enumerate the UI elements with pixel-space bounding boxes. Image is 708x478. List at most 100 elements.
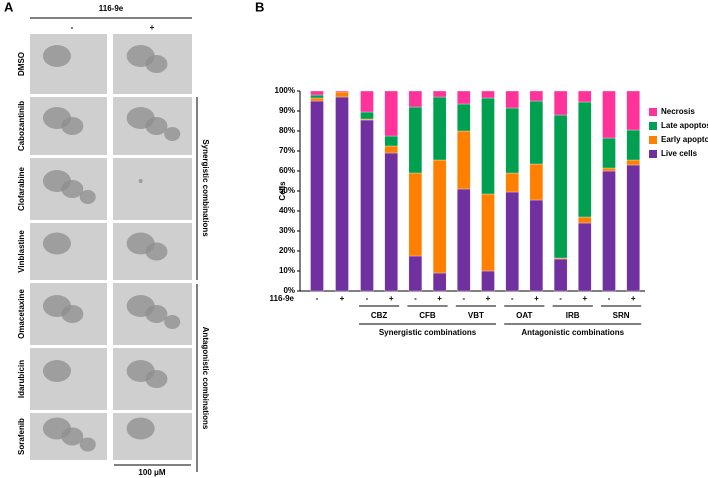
cell-cluster [126, 417, 155, 440]
bar-segment [408, 90, 423, 108]
bar-segment [602, 170, 616, 292]
row-label: Cabozantinib [17, 101, 26, 151]
group-label: IRB [566, 311, 580, 320]
bar-segment [529, 163, 544, 201]
bar-segment [505, 90, 519, 109]
legend-label: Early apoptosis [661, 135, 708, 144]
cell-cluster [61, 117, 84, 135]
bar-segment [626, 164, 640, 292]
bar-segment [408, 255, 423, 292]
bar-segment [335, 91, 349, 98]
y-tick-label: 90% [279, 106, 295, 115]
bar-segment [310, 97, 324, 102]
bar-segment [626, 90, 640, 131]
cell-cluster [79, 437, 96, 452]
bar-segment [602, 137, 616, 169]
cell-cluster [79, 190, 96, 204]
y-tick-label: 0% [283, 286, 295, 295]
legend-swatch [649, 122, 657, 130]
cell-cluster [42, 45, 71, 67]
y-axis-title: Cells [278, 181, 287, 201]
cell-cluster [145, 117, 168, 135]
cell-cluster [145, 370, 168, 388]
x-tick-label: + [486, 294, 491, 303]
column-label: + [150, 23, 155, 32]
bracket-label: Synergistic combinations [201, 139, 210, 237]
row-label: Vinblastine [17, 230, 26, 273]
cell-cluster [61, 180, 84, 198]
header: 116-9e [99, 4, 124, 13]
row-label: DMSO [17, 52, 26, 76]
bar-segment [578, 101, 592, 218]
y-tick-label: 20% [279, 246, 295, 255]
legend-swatch [649, 108, 657, 116]
micrograph [30, 348, 107, 410]
bar-segment [481, 97, 495, 195]
bar-segment [335, 96, 349, 292]
bar-segment [432, 272, 447, 292]
y-tick-label: 70% [279, 146, 295, 155]
bar-segment [553, 114, 568, 259]
bar-segment [578, 90, 592, 103]
cell-cluster [42, 232, 71, 255]
panel-label: B [255, 0, 264, 14]
bar-segment [529, 100, 544, 165]
legend-swatch [649, 136, 657, 144]
bar-segment [457, 103, 471, 132]
group-label: CFB [419, 311, 436, 320]
group-label: OAT [516, 311, 532, 320]
bar-segment [529, 90, 544, 102]
bar-segment [481, 90, 495, 99]
x-tick-label: - [414, 294, 417, 303]
x-tick-label: + [534, 294, 539, 303]
y-tick-label: 50% [279, 186, 295, 195]
micrograph [30, 34, 107, 94]
bar-segment [457, 130, 471, 190]
x-tick-label: - [511, 294, 514, 303]
bar-segment [481, 193, 495, 272]
row-label: Idarubicin [17, 360, 26, 398]
row-label: Omacetaxine [17, 289, 26, 339]
bar-segment [408, 106, 423, 174]
bar-segment [553, 90, 568, 116]
x-tick-label: + [582, 294, 587, 303]
supergroup-label: Antagonistic combinations [521, 328, 624, 337]
x-tick-label: + [340, 294, 345, 303]
group-label: VBT [468, 311, 484, 320]
x-tick-label: - [366, 294, 369, 303]
bar-segment [505, 172, 519, 193]
x-tick-label: - [316, 294, 319, 303]
bar-segment [529, 199, 544, 292]
bar-segment [384, 90, 398, 137]
column-label: - [71, 23, 74, 32]
bar-segment [384, 135, 398, 147]
x-tick-label: - [462, 294, 465, 303]
group-label: CBZ [371, 311, 388, 320]
bar-segment [384, 152, 398, 292]
cell-cluster [164, 315, 181, 329]
row-label: Sorafenib [17, 418, 26, 455]
cell-cluster [42, 360, 71, 382]
bar-segment [360, 118, 374, 121]
bar-segment [432, 90, 447, 98]
bar-segment [505, 107, 519, 174]
bar-segment [553, 258, 568, 292]
row-label: 116-9e [270, 294, 295, 303]
legend-label: Live cells [661, 149, 698, 158]
x-tick-label: + [437, 294, 442, 303]
micrograph [30, 223, 107, 280]
y-tick-label: 60% [279, 166, 295, 175]
bar-segment [360, 119, 374, 292]
cell-cluster [164, 127, 181, 141]
legend-label: Necrosis [661, 107, 695, 116]
bar-segment [457, 188, 471, 292]
bar-segment [457, 90, 471, 105]
y-tick-label: 40% [279, 206, 295, 215]
bar-segment [578, 216, 592, 224]
group-label: SRN [613, 311, 630, 320]
legend-label: Late apoptosis [661, 121, 708, 130]
y-tick-label: 30% [279, 226, 295, 235]
bar-segment [578, 222, 592, 292]
micrograph [113, 158, 192, 220]
